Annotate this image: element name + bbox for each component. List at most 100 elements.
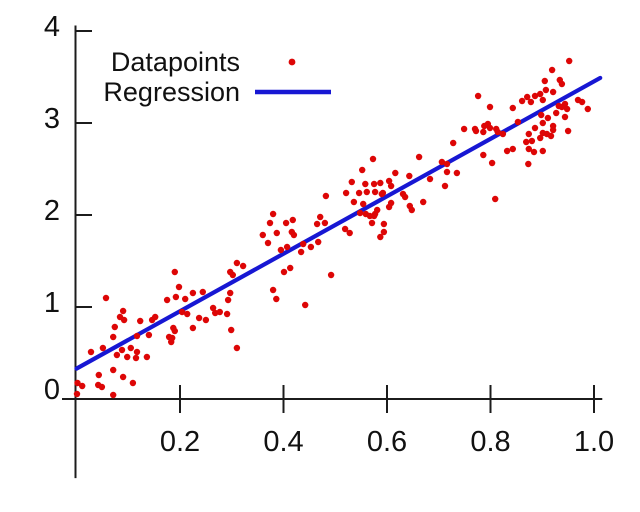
scatter-point [426, 175, 434, 183]
scatter-point [369, 155, 377, 163]
scatter-point [528, 137, 536, 145]
regression-line [74, 75, 603, 371]
scatter-point [415, 153, 423, 161]
legend-dot-marker [288, 58, 296, 66]
scatter-point [102, 294, 110, 302]
scatter-point [438, 158, 446, 166]
scatter-point [110, 366, 117, 374]
scatter-point [266, 219, 274, 227]
scatter-point [133, 332, 141, 340]
scatter-point [371, 188, 379, 196]
scatter-point [566, 57, 573, 65]
scatter-point [539, 119, 546, 127]
scatter-point [182, 295, 189, 303]
scatter-point [341, 225, 349, 233]
scatter-point [406, 172, 413, 180]
scatter-point [474, 92, 482, 100]
scatter-point [531, 92, 539, 100]
y-tick-label: 4 [44, 11, 60, 43]
y-tick-label: 2 [44, 195, 60, 227]
legend-label-dot: Datapoints [111, 47, 240, 77]
scatter-point [481, 122, 488, 130]
scatter-point [133, 348, 141, 356]
scatter-point [277, 246, 285, 254]
scatter-point [525, 145, 532, 153]
scatter-point [379, 189, 387, 197]
scatter-point [523, 138, 530, 146]
scatter-point [549, 126, 557, 134]
scatter-point [531, 124, 539, 132]
scatter-point [450, 139, 457, 147]
scatter-point [189, 324, 197, 332]
scatter-point [178, 308, 186, 316]
scatter-point [492, 195, 499, 203]
scatter-point [269, 286, 277, 294]
scatter-point [509, 145, 516, 153]
scatter-point [280, 268, 288, 276]
scatter-point [539, 147, 546, 155]
scatter-point [537, 134, 544, 142]
scatter-point [584, 105, 591, 113]
scatter-point [509, 104, 516, 112]
scatter-point [392, 169, 399, 177]
scatter-point [488, 159, 496, 167]
scatter-point [129, 379, 137, 387]
scatter-point [168, 338, 175, 346]
scatter-point [578, 98, 586, 106]
scatter-point [518, 97, 526, 105]
scatter-point [172, 293, 180, 301]
scatter-point [322, 192, 330, 200]
scatter-point [224, 296, 232, 304]
scatter-point [95, 371, 103, 379]
scatter-point [542, 86, 550, 94]
scatter-point [342, 189, 350, 197]
scatter-point [118, 346, 126, 354]
scatter-point [503, 147, 511, 155]
scatter-point [148, 316, 156, 324]
scatter-point [530, 148, 538, 156]
scatter-point [137, 317, 144, 325]
scatter-point [480, 151, 487, 159]
scatter-point [300, 240, 307, 248]
scatter-point [302, 301, 309, 309]
scatter-point [348, 178, 355, 186]
scatter-point [289, 216, 296, 224]
scatter-point [420, 198, 427, 206]
scatter-point [132, 354, 140, 362]
scatter-point [110, 391, 117, 399]
scatter-point [460, 125, 468, 133]
legend-label-line: Regression [103, 77, 240, 107]
scatter-point [524, 93, 531, 101]
scatter-point [401, 193, 409, 201]
scatter-point [87, 348, 95, 356]
scatter-point [494, 128, 501, 136]
scatter-point [209, 304, 217, 312]
scatter-point [119, 307, 127, 315]
scatter-point [143, 353, 151, 361]
scatter-point [380, 228, 388, 236]
scatter-point [453, 169, 461, 177]
scatter-point [259, 231, 266, 239]
scatter-point [525, 130, 532, 138]
scatter-point [145, 331, 153, 339]
scatter-point [486, 103, 494, 111]
scatter-point [362, 180, 369, 188]
scatter-point [368, 219, 376, 227]
scatter-point [441, 182, 449, 190]
scatter-point [370, 212, 378, 220]
scatter-point [380, 220, 388, 228]
x-tick-label: 1.0 [574, 426, 614, 458]
scatter-point [548, 66, 556, 74]
scatter-point [317, 213, 324, 221]
x-tick-label: 0.8 [470, 426, 510, 458]
scatter-point [539, 96, 546, 104]
scatter-point [124, 353, 131, 361]
scatter-point [387, 182, 395, 190]
scatter-point [171, 268, 178, 276]
scatter-point [563, 105, 571, 113]
y-tick-label: 1 [44, 287, 60, 319]
scatter-point [98, 383, 106, 391]
scatter-point [374, 206, 381, 214]
